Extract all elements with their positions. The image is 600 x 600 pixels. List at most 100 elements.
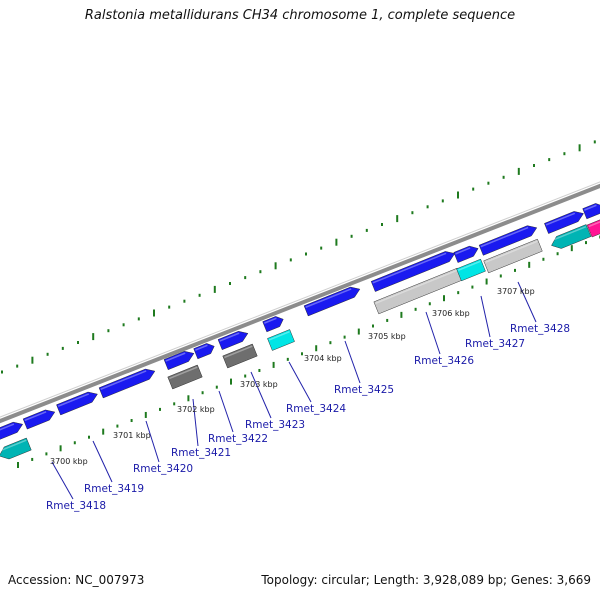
gene-label: Rmet_3422: [208, 433, 268, 445]
gene-shine: [375, 269, 458, 305]
leader-line: [92, 440, 113, 483]
tick-labels: 3700 kbp 3701 kbp 3702 kbp 3703 kbp 3704 kbp…: [50, 287, 535, 466]
gene-shine: [480, 226, 529, 248]
gene-arrow: [478, 225, 538, 256]
leader-line: [145, 420, 160, 463]
gene-feature: [478, 225, 538, 256]
gene-shine: [545, 212, 576, 226]
gene-label: Rmet_3426: [414, 355, 474, 367]
gene-shine: [224, 345, 253, 359]
gene-shine: [219, 332, 240, 342]
leader-line: [192, 398, 199, 447]
gene-shine: [485, 240, 538, 264]
gene-shine: [264, 317, 277, 324]
gene-feature: [582, 203, 600, 220]
gene-labels: Rmet_3418 Rmet_3419 Rmet_3420 Rmet_3421 Rmet…: [46, 323, 570, 512]
tick-label: 3704 kbp: [304, 354, 342, 363]
gene-arrow: [98, 368, 156, 399]
gc-content-outer-track: [1, 140, 596, 374]
gene-arrow: [222, 343, 258, 369]
gene-features: [0, 203, 600, 460]
gene-shine: [0, 423, 15, 435]
tick-label: 3706 kbp: [432, 309, 470, 318]
gene-arrow: [483, 238, 543, 274]
gene-shine: [57, 393, 90, 407]
gene-feature: [453, 245, 479, 263]
accession-label: Accession: NC_007973: [8, 573, 145, 587]
gene-arrow: [193, 343, 215, 360]
gene-shine: [372, 252, 447, 284]
gene-shine: [455, 247, 471, 255]
gene-feature: [262, 316, 284, 333]
gene-feature: [56, 391, 98, 416]
gene-arrow: [262, 316, 284, 333]
gene-arrow: [163, 351, 195, 370]
gene-feature: [303, 286, 361, 317]
gene-feature: [167, 364, 203, 390]
gene-feature: [0, 421, 24, 444]
gene-label: Rmet_3420: [133, 463, 193, 475]
tick-label: 3700 kbp: [50, 457, 88, 466]
gene-shine: [24, 411, 47, 422]
gene-arrow: [453, 245, 479, 263]
gene-feature: [483, 238, 543, 274]
gene-arrow: [551, 224, 592, 249]
gene-shine: [169, 366, 198, 380]
gene-arrow: [267, 329, 295, 351]
leader-line: [425, 311, 441, 355]
gene-arrow: [167, 364, 203, 390]
gene-shine: [195, 344, 208, 351]
gene-shine: [268, 331, 290, 341]
tick-label: 3703 kbp: [240, 380, 278, 389]
gene-label: Rmet_3425: [334, 384, 394, 396]
gene-feature: [22, 409, 56, 430]
gene-feature: [0, 437, 32, 460]
gene-shine: [305, 288, 352, 308]
backbone-line: [0, 183, 600, 424]
gene-feature: [222, 343, 258, 369]
gene-feature: [193, 343, 215, 360]
gene-label: Rmet_3423: [245, 419, 305, 431]
tick-label: 3702 kbp: [177, 405, 215, 414]
gene-arrow: [56, 391, 98, 416]
gene-label: Rmet_3418: [46, 500, 106, 512]
leader-line: [344, 340, 361, 384]
gene-arrow: [544, 211, 584, 234]
gene-feature: [550, 224, 592, 249]
gene-shine: [550, 226, 587, 242]
leader-line: [51, 461, 74, 500]
gene-shine: [0, 439, 27, 453]
gene-arrow: [22, 409, 56, 430]
backbone: [0, 181, 600, 424]
leader-line: [250, 371, 272, 419]
leader-line: [218, 390, 234, 433]
gene-shine: [165, 352, 186, 362]
gene-arrow: [370, 251, 456, 292]
gene-arrow: [0, 421, 24, 444]
backbone-highlight: [0, 181, 600, 418]
leader-line: [517, 281, 537, 323]
gene-feature: [267, 329, 295, 351]
gene-arrow: [0, 437, 32, 460]
gene-label: Rmet_3427: [465, 338, 525, 350]
gene-shine: [584, 204, 597, 211]
gc-skew-inner-track: [17, 235, 600, 468]
tick-label: 3707 kbp: [497, 287, 535, 296]
gene-label-leaders: [51, 281, 537, 500]
gene-feature: [544, 211, 584, 234]
gene-shine: [457, 260, 481, 272]
gene-label: Rmet_3428: [510, 323, 570, 335]
tick-label: 3705 kbp: [368, 332, 406, 341]
gene-feature: [370, 251, 456, 292]
leader-line: [288, 361, 312, 403]
gene-feature: [456, 258, 486, 282]
gene-feature: [98, 368, 156, 399]
gene-label: Rmet_3424: [286, 403, 346, 415]
tick-label: 3701 kbp: [113, 431, 151, 440]
gene-label: Rmet_3421: [171, 447, 231, 459]
gene-shine: [100, 370, 147, 390]
gene-label: Rmet_3419: [84, 483, 144, 495]
gene-arrow: [217, 331, 249, 350]
gene-arrow: [456, 258, 486, 282]
